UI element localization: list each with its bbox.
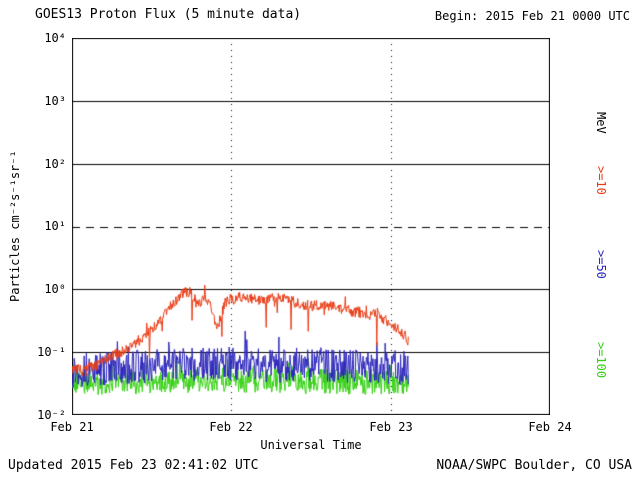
- y-tick-1e-1: 10⁻¹: [37, 345, 66, 359]
- y-tick-1e1: 10¹: [44, 219, 66, 233]
- begin-timestamp: Begin: 2015 Feb 21 0000 UTC: [434, 9, 630, 23]
- x-tick-feb23: Feb 23: [369, 420, 413, 434]
- x-tick-feb21: Feb 21: [50, 420, 94, 434]
- y-tick-1e-2: 10⁻²: [37, 408, 66, 422]
- right-label-ge50: >=50: [594, 250, 608, 279]
- x-tick-feb22: Feb 22: [209, 420, 253, 434]
- chart-title: GOES13 Proton Flux (5 minute data): [35, 7, 302, 22]
- y-tick-1e0: 10⁰: [44, 282, 66, 296]
- x-axis-label: Universal Time: [260, 438, 362, 452]
- source-attribution: NOAA/SWPC Boulder, CO USA: [436, 458, 632, 473]
- x-tick-feb24: Feb 24: [528, 420, 572, 434]
- right-label-mev: MeV: [594, 112, 608, 134]
- right-label-ge100: >=100: [594, 342, 608, 379]
- y-tick-1e2: 10²: [44, 157, 66, 171]
- proton-flux-plot: [72, 38, 550, 415]
- right-label-ge10: >=10: [594, 166, 608, 195]
- updated-timestamp: Updated 2015 Feb 23 02:41:02 UTC: [8, 458, 259, 473]
- y-tick-1e3: 10³: [44, 94, 66, 108]
- y-tick-1e4: 10⁴: [44, 31, 66, 45]
